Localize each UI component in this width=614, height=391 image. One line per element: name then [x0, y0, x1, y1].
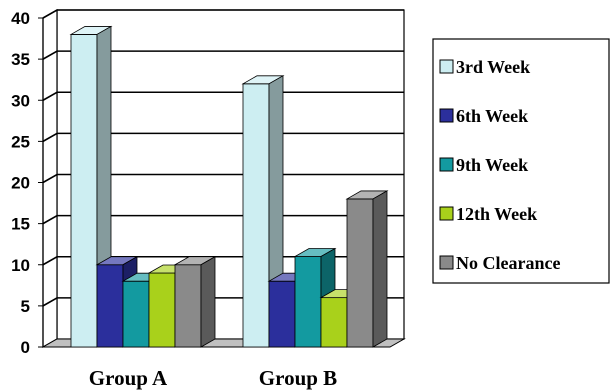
- bar-front: [96, 264, 124, 348]
- gridline: [42, 91, 404, 101]
- y-tick-label: 40: [11, 9, 30, 28]
- bar: [69, 25, 113, 348]
- legend-swatch: [439, 59, 454, 74]
- legend-label: 3rd Week: [456, 57, 530, 77]
- legend-swatch: [439, 255, 454, 270]
- bar: [345, 190, 389, 348]
- gridline: [42, 255, 404, 266]
- legend-item: 9th Week: [439, 155, 528, 175]
- legend: 3rd Week 6th Week 9th Week 12th Week No Clea…: [432, 38, 610, 284]
- y-tick-label: 20: [11, 174, 30, 193]
- bar-side: [372, 190, 388, 348]
- legend-swatch: [439, 157, 454, 172]
- legend-label: 12th Week: [456, 204, 537, 224]
- y-tick-label: 35: [11, 50, 30, 69]
- gridlines: [42, 9, 404, 307]
- bar-front: [294, 256, 322, 348]
- x-category-label: Group B: [259, 366, 337, 390]
- y-tick-label: 10: [11, 256, 30, 275]
- y-tick-label: 30: [11, 91, 30, 110]
- x-axis-labels: Group A Group B: [89, 366, 337, 390]
- bar-front: [320, 297, 348, 348]
- x-category-label: Group A: [89, 366, 168, 390]
- bar-front: [242, 83, 270, 348]
- gridline: [42, 50, 404, 60]
- legend-swatch: [439, 108, 454, 123]
- legend-label: 9th Week: [456, 155, 528, 175]
- bar-side: [200, 256, 216, 348]
- y-tick-label: 25: [11, 132, 30, 151]
- bar-front: [122, 280, 150, 348]
- legend-label: No Clearance: [456, 253, 560, 273]
- y-axis: 0 5 10 15 20 25 30 35 40: [11, 9, 44, 357]
- bar-front: [148, 272, 176, 348]
- gridline: [42, 173, 404, 184]
- legend-item: 3rd Week: [439, 57, 530, 77]
- legend-swatch: [439, 206, 454, 221]
- bar-front: [70, 34, 98, 348]
- bar-front: [174, 264, 202, 348]
- legend-item: 12th Week: [439, 204, 537, 224]
- legend-label: 6th Week: [456, 106, 528, 126]
- gridline: [42, 9, 404, 19]
- legend-item: No Clearance: [439, 253, 560, 273]
- y-tick-label: 0: [21, 338, 30, 357]
- y-tick-label: 5: [21, 297, 30, 316]
- legend-box: [432, 38, 610, 284]
- gridline: [42, 214, 404, 225]
- bar-front: [268, 280, 296, 348]
- bars: [69, 25, 389, 348]
- bar-front: [346, 198, 374, 348]
- y-tick-label: 15: [11, 215, 30, 234]
- gridline: [42, 132, 404, 143]
- bar: [173, 256, 217, 348]
- legend-item: 6th Week: [439, 106, 528, 126]
